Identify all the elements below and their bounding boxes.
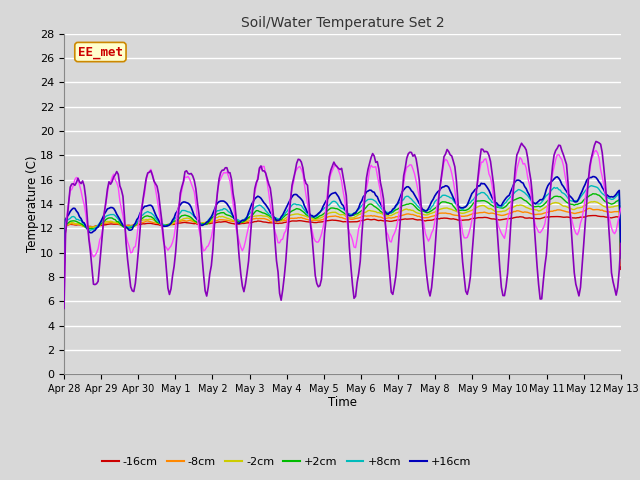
Title: Soil/Water Temperature Set 2: Soil/Water Temperature Set 2	[241, 16, 444, 30]
Text: EE_met: EE_met	[78, 46, 123, 59]
X-axis label: Time: Time	[328, 396, 357, 408]
Y-axis label: Temperature (C): Temperature (C)	[26, 156, 38, 252]
